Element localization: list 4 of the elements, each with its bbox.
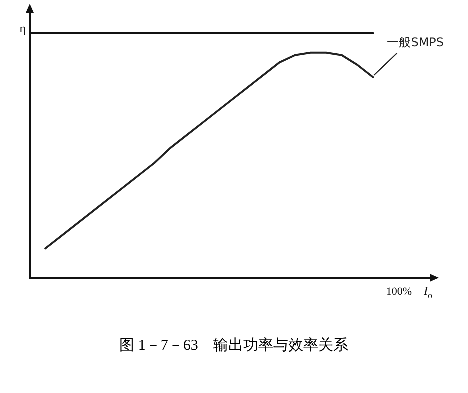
y-axis-title: η [20,21,26,36]
text: 图 1－7－63 输出功率与效率关系 [118,336,350,355]
text: 100% [386,286,412,298]
text: 一般SMPS [387,36,444,50]
